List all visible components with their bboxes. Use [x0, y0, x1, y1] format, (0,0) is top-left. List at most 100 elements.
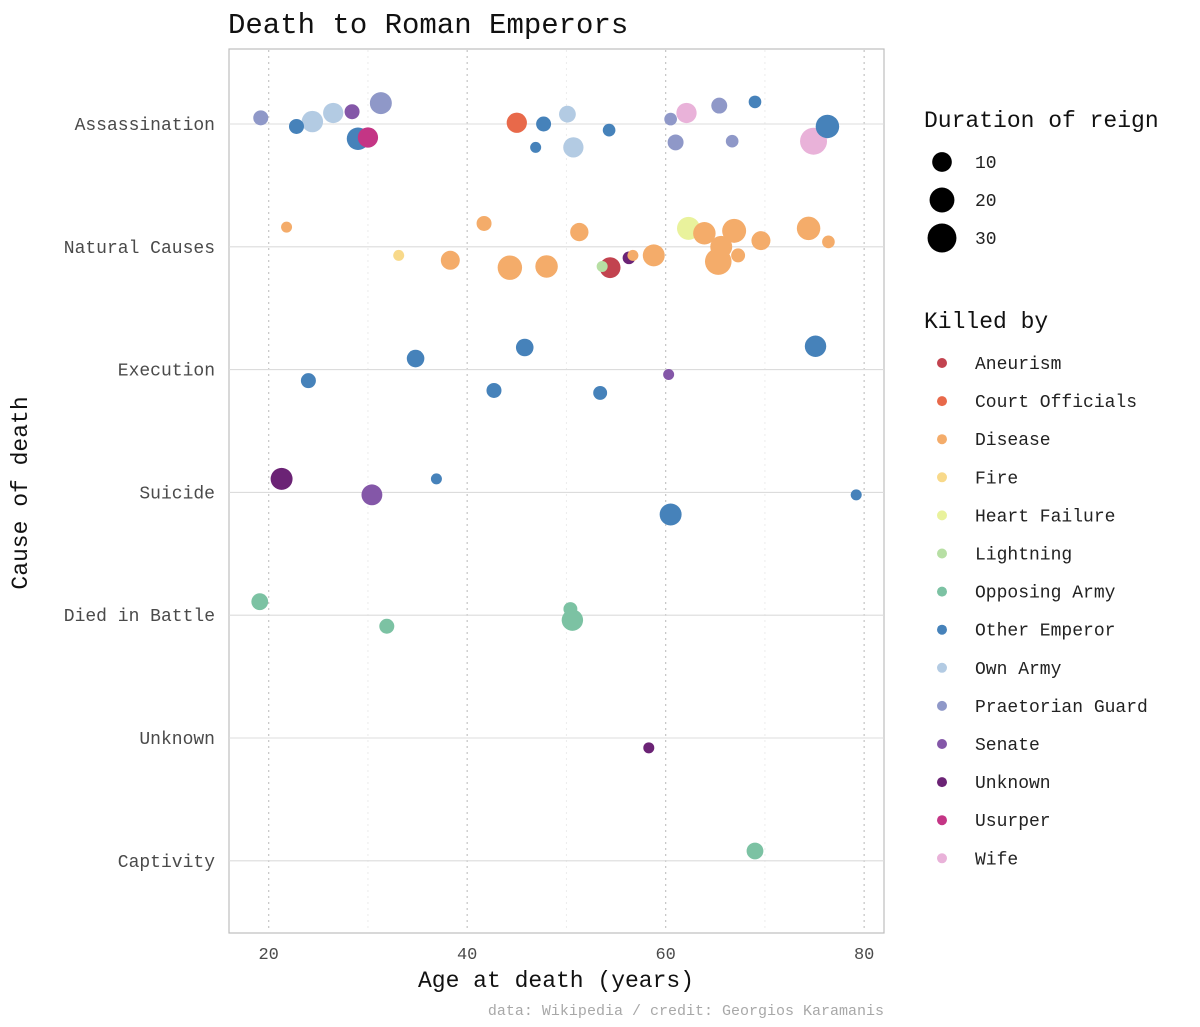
data-point: [251, 593, 269, 611]
x-tick-label: 20: [258, 946, 278, 965]
color-legend-label: Senate: [975, 736, 1040, 756]
color-legend-key: [937, 510, 947, 521]
size-legend-label: 30: [975, 230, 997, 250]
color-legend-label: Usurper: [975, 812, 1051, 832]
color-legend-label: Fire: [975, 469, 1018, 489]
color-legend-key: [937, 396, 947, 407]
data-point: [281, 221, 293, 233]
color-legend-label: Other Emperor: [975, 622, 1115, 642]
size-legend-key: [932, 152, 952, 172]
y-axis-label: Cause of death: [8, 396, 34, 589]
data-point: [536, 116, 552, 132]
color-legend-key: [937, 815, 947, 826]
color-legend-key: [937, 700, 947, 711]
data-point: [663, 369, 675, 381]
data-points: [251, 92, 862, 860]
data-point: [693, 222, 716, 245]
data-point: [497, 255, 523, 280]
data-point: [731, 248, 746, 263]
color-legend-label: Aneurism: [975, 355, 1061, 375]
chart-title: Death to Roman Emperors: [228, 9, 628, 42]
data-point: [815, 114, 840, 139]
data-point: [593, 385, 608, 400]
size-legend-title: Duration of reign: [924, 108, 1159, 134]
data-point: [710, 235, 733, 258]
size-legend-label: 10: [975, 154, 997, 174]
data-point: [627, 249, 639, 261]
color-legend-key: [937, 777, 947, 788]
data-point: [406, 349, 425, 368]
color-legend-key: [937, 434, 947, 445]
y-tick-label: Execution: [118, 362, 215, 382]
color-legend-key: [937, 586, 947, 597]
size-legend-label: 20: [975, 192, 997, 212]
color-legend-title: Killed by: [924, 309, 1048, 335]
y-axis-ticks: Assassination Natural Causes Execution Suic…: [64, 116, 215, 873]
data-point: [535, 255, 558, 278]
data-point: [379, 618, 395, 634]
data-point: [357, 127, 379, 148]
data-point: [530, 141, 542, 153]
data-point: [515, 338, 534, 357]
color-legend-label: Opposing Army: [975, 584, 1116, 604]
data-point: [563, 602, 578, 617]
data-point: [486, 382, 502, 398]
data-point: [850, 489, 862, 501]
data-point: [270, 467, 293, 490]
data-point: [361, 484, 383, 506]
data-point: [393, 249, 405, 261]
grid-lines: [229, 50, 884, 932]
data-point: [722, 218, 747, 243]
size-legend-key: [929, 187, 955, 213]
data-point: [563, 137, 584, 158]
data-point: [642, 244, 665, 267]
data-point: [506, 112, 527, 133]
data-point: [559, 105, 576, 123]
color-legend-label: Heart Failure: [975, 507, 1115, 527]
color-legend-key: [937, 624, 947, 635]
color-legend-label: Own Army: [975, 660, 1062, 680]
y-tick-label: Assassination: [75, 116, 215, 136]
data-point: [796, 216, 821, 241]
color-legend-key: [937, 358, 947, 368]
data-point: [676, 102, 697, 124]
data-point: [664, 112, 677, 126]
color-legend-key: [937, 853, 947, 864]
x-tick-label: 40: [457, 946, 477, 965]
color-legend-label: Court Officials: [975, 393, 1137, 413]
data-point: [667, 134, 684, 151]
data-point: [659, 503, 682, 526]
data-point: [323, 102, 344, 124]
data-point: [288, 118, 304, 134]
size-legend: Duration of reign 10 20 30: [924, 108, 1159, 253]
color-legend-label: Lightning: [975, 546, 1072, 566]
color-legend-key: [937, 472, 947, 483]
data-point: [822, 235, 835, 249]
data-point: [748, 95, 762, 109]
data-point: [430, 473, 442, 485]
x-axis-label: Age at death (years): [418, 968, 694, 994]
data-point: [476, 215, 492, 231]
data-point: [253, 110, 269, 126]
y-tick-label: Natural Causes: [64, 239, 215, 259]
data-point: [711, 97, 728, 114]
size-legend-key: [927, 223, 957, 253]
data-point: [570, 222, 589, 242]
y-tick-label: Died in Battle: [64, 607, 215, 627]
color-legend: Killed by Aneurism Court Officials Disease…: [924, 309, 1148, 870]
data-point: [300, 373, 316, 389]
color-legend-label: Unknown: [975, 774, 1051, 794]
data-point: [301, 110, 324, 133]
data-point: [751, 231, 771, 251]
color-legend-key: [937, 548, 947, 559]
color-legend-label: Disease: [975, 431, 1051, 451]
data-point: [344, 104, 360, 120]
y-tick-label: Captivity: [118, 853, 215, 873]
plot-panel: [228, 48, 885, 934]
x-tick-label: 80: [854, 946, 874, 965]
x-tick-label: 60: [655, 946, 675, 965]
data-point: [596, 260, 608, 272]
data-point: [369, 92, 392, 115]
x-axis-ticks: 20 40 60 80: [258, 946, 874, 965]
